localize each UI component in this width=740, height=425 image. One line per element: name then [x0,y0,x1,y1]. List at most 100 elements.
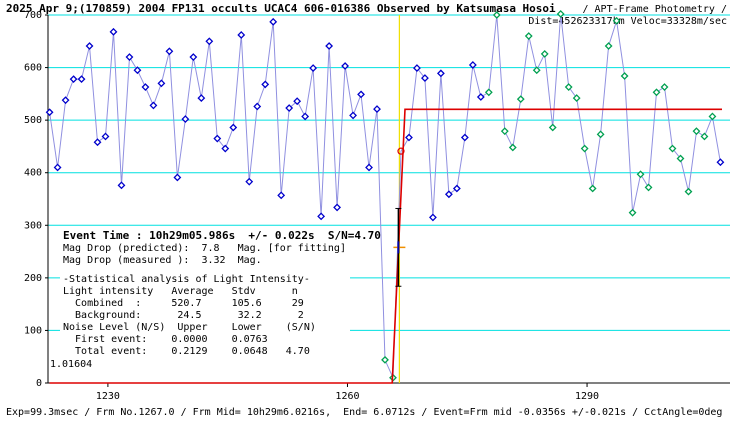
data-point [580,144,589,153]
data-point [484,88,493,97]
data-point [524,32,533,40]
x-tick-label: 1290 [575,391,599,402]
data-point [492,11,501,19]
y-tick-label: 0 [36,378,42,389]
data-point [468,61,477,69]
data-point [460,133,469,142]
data-point [684,187,693,196]
data-point [429,213,437,222]
data-point [277,191,286,200]
data-point [692,127,701,136]
data-point [444,190,453,199]
data-point [341,62,349,70]
data-point [508,143,517,152]
data-point [452,184,461,193]
data-point [365,163,373,172]
y-tick-label: 400 [24,168,42,179]
data-point [564,83,573,91]
data-point [413,64,421,73]
data-point [85,42,94,50]
data-point [397,147,405,155]
data-point [357,90,365,99]
data-point [317,212,326,221]
data-point [476,93,485,101]
data-point [125,53,134,61]
data-point [421,74,429,83]
data-point [588,184,597,193]
y-tick-label: 700 [24,10,42,21]
data-point [117,181,126,190]
info-line: First event: 0.0000 0.0763 [63,334,268,345]
data-point [644,183,653,192]
data-point [716,158,725,167]
data-point [229,123,238,132]
info-line: Mag Drop (predicted): 7.8 Mag. [for fitt… [63,243,346,254]
data-point [333,203,342,212]
y-tick-label: 100 [24,325,42,336]
data-point [628,208,637,217]
info-line: Mag Drop (measured ): 3.32 Mag. [63,255,262,266]
data-point [101,132,110,141]
chart-title: 2025 Apr 9;(170859) 2004 FP131 occults U… [6,2,556,15]
y-tick-label: 600 [24,63,42,74]
data-point [213,134,222,143]
data-point [500,127,509,136]
data-point [189,53,198,61]
data-point [77,75,86,84]
info-line: Noise Level (N/S) Upper Lower (S/N) [63,322,316,333]
data-point [652,88,661,97]
data-point [373,105,381,114]
data-point [173,173,182,182]
info-line: 1.01604 [50,359,92,370]
info-line: Combined : 520.7 105.6 29 [63,298,304,309]
data-point [181,115,190,124]
data-point [221,144,230,153]
chart-subtitle: Dist=452623317km Veloc=33328m/sec [528,16,727,27]
data-point [197,94,206,102]
data-point [261,80,270,89]
data-point [660,83,669,91]
data-point [285,104,294,112]
x-tick-label: 1260 [335,391,359,402]
data-point [596,130,605,139]
data-point [620,72,629,80]
info-line: -Statistical analysis of Light Intensity… [63,274,310,285]
info-line: Event Time : 10h29m05.986s +/- 0.022s S/… [63,229,381,242]
data-point [93,138,102,147]
data-point [141,83,150,91]
data-point [676,154,685,163]
data-point [636,170,645,179]
data-point [157,79,166,88]
y-tick-label: 300 [24,220,42,231]
data-point [708,112,717,121]
data-point [604,42,613,50]
x-tick-label: 1230 [96,391,120,402]
data-point [45,108,54,117]
data-point [205,37,214,46]
data-point [109,27,118,36]
data-point [516,95,525,104]
chart-subtitle: / APT-Frame Photometry / [583,4,728,15]
data-point [69,75,78,84]
data-point [301,112,310,121]
data-point [612,16,621,25]
data-point [349,111,357,120]
data-point [245,177,254,186]
data-point [133,66,142,75]
data-point [572,94,581,102]
data-point [253,102,262,111]
footer: Exp=99.3msec / Frm No.1267.0 / Frm Mid= … [6,407,722,418]
y-tick-label: 200 [24,273,42,284]
data-point [237,31,246,39]
data-point [309,64,318,73]
data-point [293,97,302,106]
data-point [700,132,709,141]
data-point [149,101,158,110]
info-line: Total event: 0.2129 0.0648 4.70 [63,346,310,357]
y-tick-label: 500 [24,115,42,126]
info-background [60,229,350,363]
data-point [540,49,549,58]
data-point [269,17,278,26]
data-point [668,144,677,153]
